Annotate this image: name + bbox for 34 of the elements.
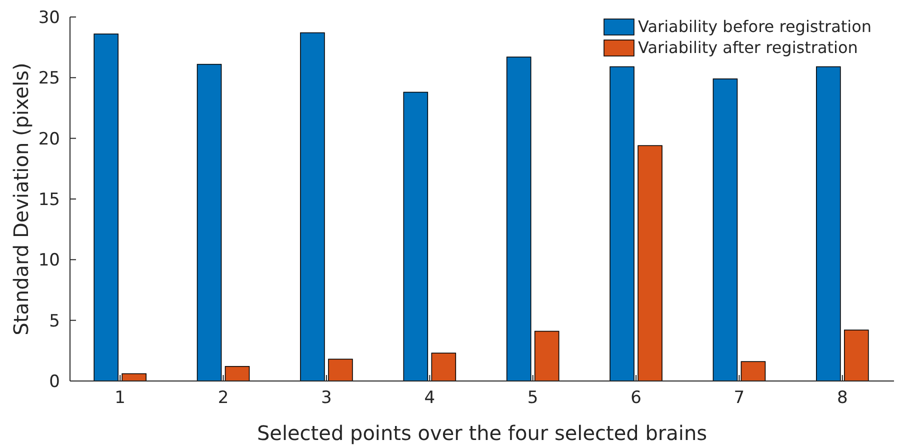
y-tick-label: 10 — [38, 250, 60, 271]
x-axis-title: Selected points over the four selected brains — [256, 421, 708, 445]
bar — [300, 32, 325, 382]
x-tick-label: 5 — [527, 388, 538, 408]
x-tick-label: 8 — [836, 388, 848, 408]
x-tick-label: 3 — [321, 388, 332, 408]
x-tick-label: 7 — [734, 388, 745, 408]
bar — [740, 361, 766, 382]
x-tick-label: 1 — [114, 388, 126, 408]
bar — [328, 358, 353, 382]
legend-label: Variability after registration — [638, 38, 858, 57]
y-tick-label: 15 — [38, 190, 60, 210]
y-tick-label: 0 — [49, 372, 60, 392]
bar — [638, 145, 662, 382]
y-tick-label: 20 — [38, 129, 60, 150]
x-tick-label: 6 — [630, 388, 642, 408]
y-tick-label: 5 — [49, 311, 60, 332]
bar — [816, 66, 841, 382]
bar — [712, 78, 738, 382]
legend-label: Variability before registration — [638, 17, 872, 36]
bar — [431, 352, 456, 382]
x-tick-label: 2 — [218, 388, 229, 408]
x-tick-label: 4 — [424, 388, 436, 408]
y-axis-title: Standard Deviation (pixels) — [9, 62, 33, 336]
y-tick-label: 25 — [38, 68, 60, 89]
y-tick-label: 30 — [38, 8, 60, 28]
bar — [403, 92, 428, 382]
bar — [196, 64, 222, 382]
bar — [610, 66, 634, 382]
bar — [224, 366, 250, 382]
bar — [534, 330, 560, 382]
bar — [506, 56, 532, 382]
bar — [844, 330, 869, 382]
bar — [94, 34, 118, 382]
